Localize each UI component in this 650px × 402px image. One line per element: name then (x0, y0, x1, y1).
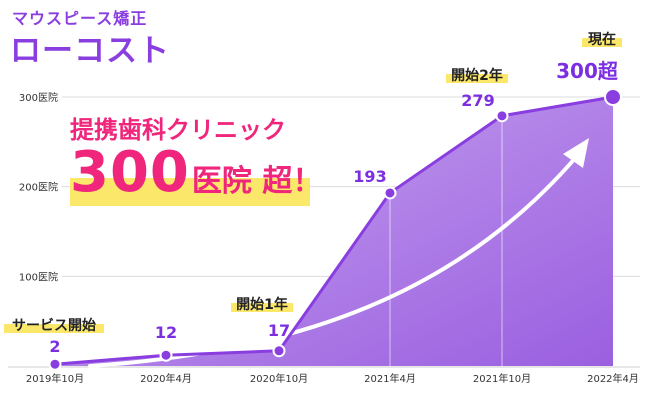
annotation-label: サービス開始 (12, 317, 96, 334)
headline-suffix: 医院 超！ (191, 164, 323, 199)
x-tick-label: 2020年10月 (250, 372, 308, 385)
data-point (272, 344, 286, 358)
x-tick-label: 2022年4月 (587, 372, 639, 385)
data-value-label: 17 (268, 321, 290, 340)
data-value-label: 12 (155, 323, 177, 342)
data-value-label: 193 (353, 167, 386, 186)
annotation-label: 開始1年 (236, 296, 288, 313)
y-tick-label: 300医院 (19, 91, 58, 104)
x-tick-label: 2021年10月 (473, 372, 531, 385)
y-tick-label: 100医院 (19, 270, 58, 283)
annotation-label: 現在 (588, 31, 616, 48)
data-point (495, 109, 509, 123)
brand-logo-text: ローコスト (10, 33, 170, 69)
series-line (54, 95, 614, 366)
annotation-highlight (4, 324, 104, 333)
y-tick-label: 200医院 (19, 181, 58, 194)
area-fill (55, 97, 613, 366)
x-tick-label: 2019年10月 (26, 372, 84, 385)
data-value-label: 2 (49, 337, 60, 356)
brand-subtitle: マウスピース矯正 (12, 9, 148, 28)
data-point (604, 88, 622, 106)
headline-partner-clinics: 提携歯科クリニック (70, 116, 286, 144)
headline-number: 300 (70, 140, 190, 205)
annotation-label: 開始2年 (451, 67, 503, 84)
x-tick-label: 2021年4月 (364, 372, 416, 385)
annotation-highlight (231, 303, 293, 312)
data-point (159, 348, 173, 362)
headline-highlight (70, 178, 310, 206)
headline-clinic-count: 300医院 超！ (70, 140, 322, 208)
annotation-highlight (446, 74, 508, 83)
x-tick-label: 2020年4月 (140, 372, 192, 385)
annotation-highlight (582, 38, 622, 47)
data-point (48, 357, 62, 371)
data-value-label: 279 (461, 91, 494, 110)
trend-arrow-head (563, 138, 589, 168)
data-point (383, 186, 397, 200)
data-value-label: 300超 (556, 59, 619, 83)
trend-arrow-line (88, 154, 579, 368)
